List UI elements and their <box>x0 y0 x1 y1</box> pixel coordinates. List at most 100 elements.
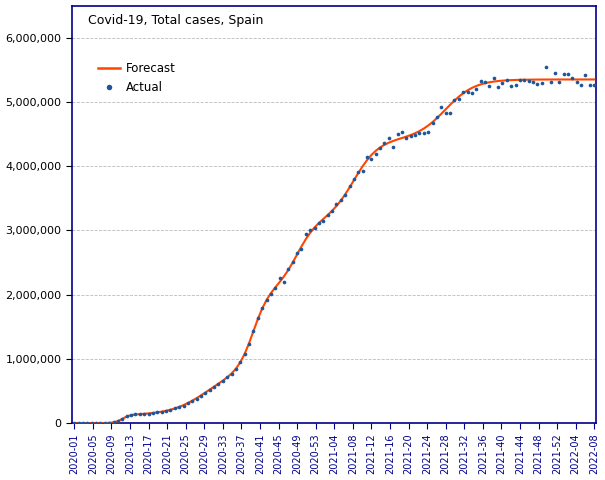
Text: Covid-19, Total cases, Spain: Covid-19, Total cases, Spain <box>88 14 263 27</box>
Point <box>131 410 140 418</box>
Point <box>441 109 451 117</box>
Point <box>367 155 376 163</box>
Point <box>82 420 92 427</box>
Point <box>375 144 385 152</box>
Point <box>362 153 372 161</box>
Point <box>174 403 184 411</box>
Point <box>270 284 280 291</box>
Point <box>493 83 503 91</box>
Point <box>459 88 468 96</box>
Point <box>74 420 83 427</box>
Point <box>388 143 398 150</box>
Point <box>301 230 311 238</box>
Point <box>288 258 298 266</box>
Point <box>572 78 581 86</box>
Point <box>410 132 420 139</box>
Point <box>310 224 319 231</box>
Point <box>506 82 516 90</box>
Point <box>336 196 345 204</box>
Point <box>559 70 569 78</box>
Point <box>100 419 110 427</box>
Point <box>144 410 154 418</box>
Point <box>353 168 363 176</box>
Point <box>489 74 499 82</box>
Point <box>117 415 127 422</box>
Point <box>532 80 542 88</box>
Point <box>524 77 534 84</box>
Point <box>296 245 306 253</box>
Point <box>240 350 249 358</box>
Point <box>371 150 381 158</box>
Point <box>235 359 245 366</box>
Point <box>384 134 394 142</box>
Point <box>227 370 237 378</box>
Point <box>520 76 529 84</box>
Point <box>485 83 494 90</box>
Point <box>262 297 272 304</box>
Point <box>397 129 407 136</box>
Point <box>577 81 586 89</box>
Point <box>402 134 411 142</box>
Point <box>200 389 210 396</box>
Point <box>450 96 459 104</box>
Point <box>589 81 599 88</box>
Point <box>284 265 293 273</box>
Point <box>188 397 197 405</box>
Point <box>341 191 350 198</box>
Point <box>393 131 402 138</box>
Point <box>218 377 227 384</box>
Point <box>223 373 232 381</box>
Point <box>380 139 390 147</box>
Point <box>476 77 485 85</box>
Point <box>502 76 512 84</box>
Point <box>205 386 215 394</box>
Point <box>87 419 97 427</box>
Point <box>161 407 171 415</box>
Point <box>148 409 158 417</box>
Point <box>541 63 551 71</box>
Point <box>314 219 324 227</box>
Point <box>292 249 302 256</box>
Point <box>157 408 166 415</box>
Point <box>78 420 88 427</box>
Point <box>306 227 315 234</box>
Point <box>318 217 328 225</box>
Point <box>135 410 145 418</box>
Point <box>554 78 564 86</box>
Point <box>463 88 473 96</box>
Point <box>563 71 573 78</box>
Point <box>537 79 547 86</box>
Point <box>70 420 79 427</box>
Point <box>471 85 481 93</box>
Point <box>192 395 201 403</box>
Point <box>424 128 433 135</box>
Point <box>428 119 437 127</box>
Point <box>528 78 538 86</box>
Point <box>231 365 241 373</box>
Point <box>546 78 555 86</box>
Point <box>585 81 595 89</box>
Point <box>209 383 219 390</box>
Point <box>467 89 477 97</box>
Point <box>332 200 341 207</box>
Point <box>166 406 175 413</box>
Point <box>214 380 223 388</box>
Point <box>152 408 162 416</box>
Point <box>406 132 416 140</box>
Point <box>266 290 276 298</box>
Point <box>445 109 455 117</box>
Point <box>105 419 114 427</box>
Point <box>511 81 520 89</box>
Point <box>358 167 367 175</box>
Point <box>275 275 284 282</box>
Point <box>196 392 206 399</box>
Point <box>257 304 267 312</box>
Point <box>139 410 149 418</box>
Point <box>183 399 193 407</box>
Point <box>170 405 180 412</box>
Point <box>109 418 119 426</box>
Point <box>480 78 490 86</box>
Point <box>567 74 577 82</box>
Point <box>550 70 560 77</box>
Point <box>96 420 105 427</box>
